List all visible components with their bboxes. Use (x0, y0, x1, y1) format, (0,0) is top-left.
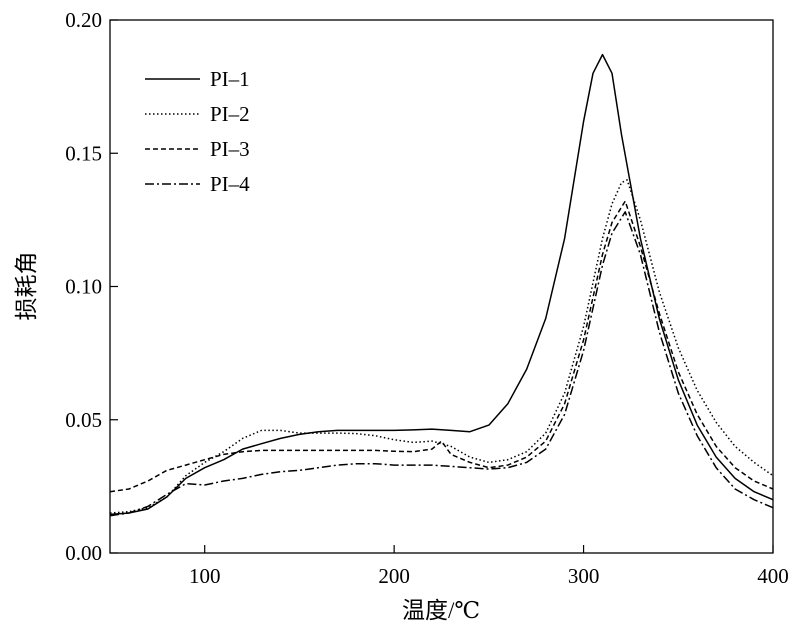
x-tick-label: 200 (378, 564, 410, 588)
y-tick-label: 0.20 (65, 8, 102, 32)
series-line-PI–3 (109, 200, 774, 493)
x-tick-label: 300 (568, 564, 600, 588)
legend-label: PI–4 (210, 172, 250, 196)
x-axis-title: 温度/℃ (402, 598, 480, 623)
legend-label: PI–2 (210, 102, 250, 126)
x-tick-label: 400 (757, 564, 789, 588)
y-tick-label: 0.05 (65, 408, 102, 432)
plot-frame (109, 19, 774, 554)
legend-label: PI–3 (210, 137, 250, 161)
series-line-PI–1 (109, 53, 774, 516)
y-tick-label: 0.10 (65, 275, 102, 299)
y-tick-label: 0.15 (65, 141, 102, 165)
series-line-PI–2 (109, 179, 774, 514)
y-axis-title: 损耗角 (14, 252, 39, 321)
legend-label: PI–1 (210, 67, 250, 91)
x-tick-label: 100 (189, 564, 221, 588)
series-line-PI–4 (109, 211, 774, 517)
legend: PI–1 PI–2 PI–3 PI–4 (145, 67, 250, 196)
y-axis: 0.00 0.05 0.10 0.15 0.20 (65, 8, 118, 565)
y-tick-label: 0.00 (65, 541, 102, 565)
series-layer (109, 53, 774, 517)
x-axis: 100 200 300 400 (189, 545, 789, 588)
